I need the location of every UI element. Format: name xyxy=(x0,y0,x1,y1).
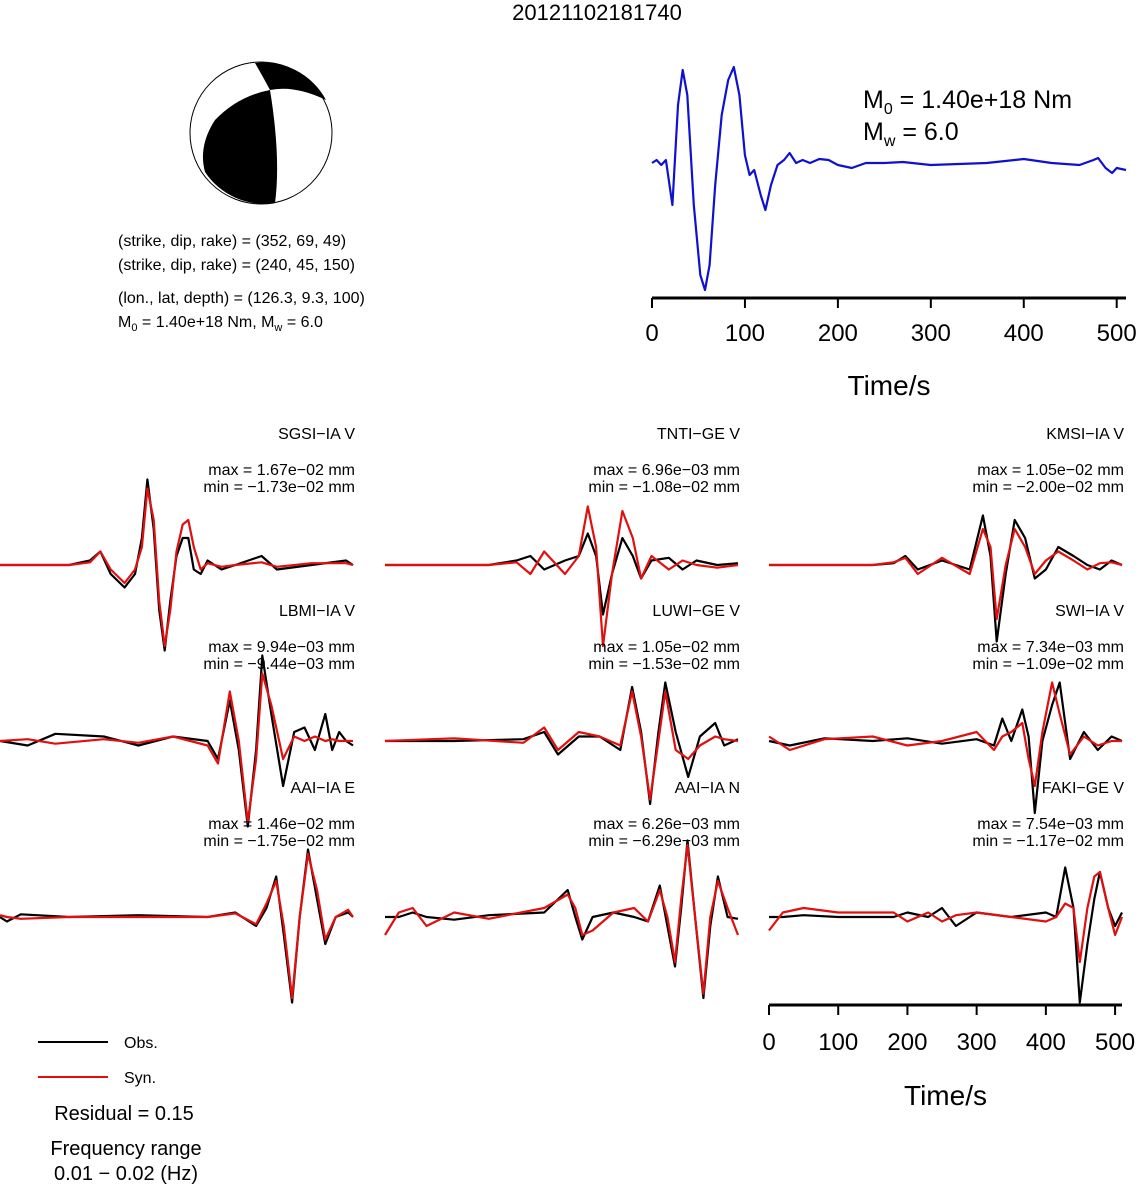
mechanism-line: (lon., lat, depth) = (126.3, 9.3, 100) xyxy=(118,290,365,307)
text-part: M xyxy=(863,86,884,114)
text-part: = 6.0 xyxy=(895,118,958,146)
subscript: w xyxy=(883,133,896,150)
amplitude-label: max = 9.94e−03 mm xyxy=(208,639,355,656)
x-tick-label: 400 xyxy=(1026,1029,1066,1056)
mechanism-line: (strike, dip, rake) = (352, 69, 49) xyxy=(118,233,346,250)
waveform xyxy=(651,65,1127,292)
beachball xyxy=(189,61,333,205)
residual: Residual = 0.15 xyxy=(54,1103,194,1125)
station-name: LUWI−GE V xyxy=(652,603,740,620)
waveform xyxy=(0,654,354,828)
station-name: SGSI−IA V xyxy=(278,426,355,443)
amplitude-label: max = 1.05e−02 mm xyxy=(593,639,740,656)
waveform xyxy=(769,514,1123,643)
mechanism-line: (strike, dip, rake) = (240, 45, 150) xyxy=(118,257,355,274)
subscript: 0 xyxy=(884,101,893,118)
amplitude-label: max = 1.67e−02 mm xyxy=(208,462,355,479)
text-part: M xyxy=(118,314,131,331)
amplitude-label: max = 1.05e−02 mm xyxy=(977,462,1124,479)
station-name: LBMI−IA V xyxy=(279,603,355,620)
waveform xyxy=(0,852,354,1000)
frequency-label: Frequency range xyxy=(50,1138,201,1160)
station-name: AAI−IA N xyxy=(675,780,740,797)
moment-annotation: M0 = 1.40e+18 Nm xyxy=(863,86,1072,118)
waveform xyxy=(385,505,739,648)
station-name: FAKI−GE V xyxy=(1042,780,1125,797)
amplitude-label: max = 7.34e−03 mm xyxy=(977,639,1124,656)
text-part: M xyxy=(863,118,884,146)
station-name: AAI−IA E xyxy=(291,780,355,797)
amplitude-label: min = −1.73e−02 mm xyxy=(203,479,355,496)
x-tick-label: 100 xyxy=(818,1029,858,1056)
text-part: = 6.0 xyxy=(282,314,323,331)
amplitude-label: min = −6.29e−03 mm xyxy=(588,833,740,850)
text-part: = 1.40e+18 Nm xyxy=(893,86,1072,114)
x-axis-label: Time/s xyxy=(904,1080,987,1111)
x-tick-label: 0 xyxy=(762,1029,775,1056)
station-name: TNTI−GE V xyxy=(657,426,740,443)
waveform xyxy=(769,866,1123,1004)
amplitude-label: min = −2.00e−02 mm xyxy=(972,479,1124,496)
text-part: = 1.40e+18 Nm, M xyxy=(137,314,274,331)
title: 20121102181740 xyxy=(512,0,682,25)
x-tick-label: 200 xyxy=(887,1029,927,1056)
waveform xyxy=(769,527,1123,621)
amplitude-label: min = −1.17e−02 mm xyxy=(972,833,1124,850)
x-tick-label: 100 xyxy=(725,320,765,347)
x-tick-label: 300 xyxy=(957,1029,997,1056)
amplitude-label: max = 1.46e−02 mm xyxy=(208,816,355,833)
legend: Obs. Syn. xyxy=(38,1035,158,1087)
subscript: 0 xyxy=(131,322,137,334)
x-tick-label: 500 xyxy=(1095,1029,1135,1056)
station-name: KMSI−IA V xyxy=(1046,426,1124,443)
amplitude-label: min = −1.09e−02 mm xyxy=(972,656,1124,673)
legend-label: Obs. xyxy=(124,1035,158,1052)
moment-annotation: Mw = 6.0 xyxy=(863,118,959,150)
waveform xyxy=(0,672,353,824)
subscript: w xyxy=(273,322,282,334)
amplitude-label: min = −1.75e−02 mm xyxy=(203,833,355,850)
x-tick-label: 0 xyxy=(645,320,658,347)
waveform xyxy=(768,681,1122,788)
beachball-quadrant xyxy=(255,62,326,100)
x-tick-label: 400 xyxy=(1004,320,1044,347)
waveform xyxy=(385,839,739,1000)
x-tick-label: 300 xyxy=(911,320,951,347)
waveform xyxy=(0,487,354,648)
amplitude-label: max = 6.26e−03 mm xyxy=(593,816,740,833)
moment-line: M0 = 1.40e+18 Nm, Mw = 6.0 xyxy=(118,314,323,334)
x-tick-label: 500 xyxy=(1097,320,1137,347)
beachball-quadrant xyxy=(202,90,278,204)
waveform xyxy=(384,690,739,801)
waveform xyxy=(385,532,739,616)
waveform xyxy=(768,870,1124,964)
x-tick-label: 200 xyxy=(818,320,858,347)
amplitude-label: max = 7.54e−03 mm xyxy=(977,816,1124,833)
amplitude-label: min = −1.08e−02 mm xyxy=(588,479,740,496)
legend-label: Syn. xyxy=(124,1070,156,1087)
amplitude-label: min = −9.44e−03 mm xyxy=(203,656,355,673)
amplitude-label: min = −1.53e−02 mm xyxy=(588,656,740,673)
amplitude-label: max = 6.96e−03 mm xyxy=(593,462,740,479)
frequency-range: 0.01 − 0.02 (Hz) xyxy=(54,1163,198,1185)
station-name: SWI−IA V xyxy=(1055,603,1124,620)
waveform xyxy=(384,843,740,995)
x-axis-label: Time/s xyxy=(848,370,931,401)
waveform xyxy=(0,848,354,1004)
